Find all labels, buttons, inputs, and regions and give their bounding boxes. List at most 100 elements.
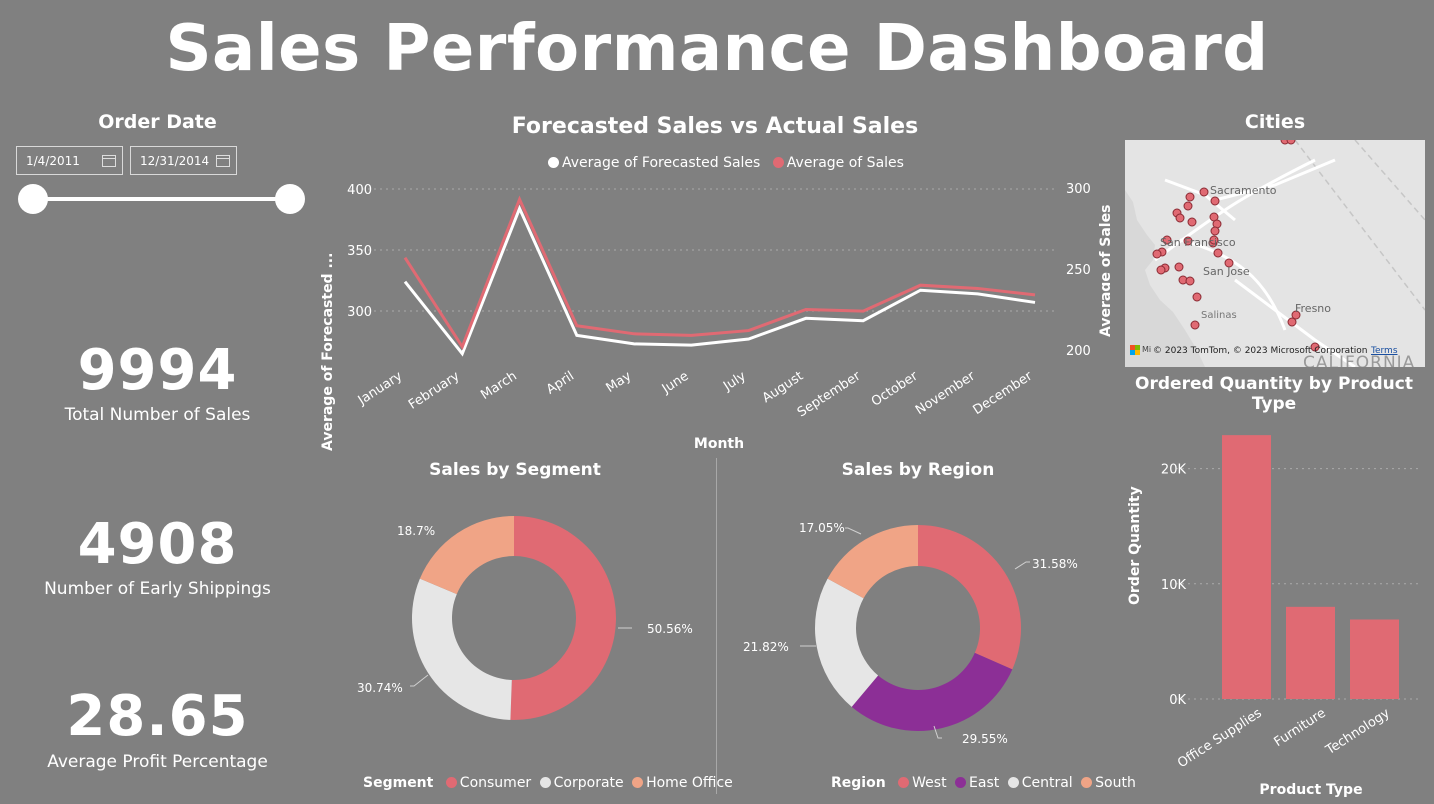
line-x-tick: November [913, 368, 978, 418]
segment-leader-line [410, 674, 429, 687]
city-point[interactable] [1213, 248, 1223, 258]
date-range-end-handle[interactable] [275, 184, 305, 214]
legend-central-label[interactable]: Central [1021, 775, 1073, 791]
microsoft-logo-icon [1130, 345, 1140, 355]
line-y-left-label: Average of Forecasted ... [320, 253, 336, 451]
city-point[interactable] [1310, 342, 1320, 352]
city-point[interactable] [1199, 187, 1209, 197]
legend-corporate-marker [539, 777, 551, 788]
line-chart-legend: Average of Forecasted Sales Average of S… [548, 155, 904, 171]
map-roads [1154, 158, 1356, 367]
region-donut-chart[interactable]: 31.58% 29.55% 21.82% 17.05% [730, 490, 1110, 760]
bar-office-supplies[interactable] [1222, 435, 1271, 699]
city-point[interactable] [1190, 320, 1200, 330]
region-label-west: 31.58% [1032, 557, 1078, 571]
legend-forecast-label: Average of Forecasted Sales [562, 155, 761, 171]
line-x-label: Month [694, 436, 744, 452]
calendar-icon[interactable] [216, 154, 230, 167]
legend-central-marker [1007, 777, 1019, 788]
legend-forecast-marker [548, 157, 559, 168]
legend-east-marker [955, 777, 967, 788]
bar-chart-title: Ordered Quantity by Product Type [1135, 374, 1413, 414]
city-point[interactable] [1187, 217, 1197, 227]
date-range-start-handle[interactable] [18, 184, 48, 214]
line-x-tick: June [659, 369, 692, 398]
region-legend: Region West East Central South [831, 775, 1136, 791]
city-point[interactable] [1174, 262, 1184, 272]
city-point[interactable] [1152, 249, 1162, 259]
bar-furniture[interactable] [1286, 606, 1335, 699]
city-point[interactable] [1210, 196, 1220, 206]
city-point[interactable] [1291, 310, 1301, 320]
kpi-total-sales-label: Total Number of Sales [64, 405, 251, 425]
cities-map[interactable]: Sacramento San Francisco San Jose Salina… [1125, 140, 1425, 367]
city-point[interactable] [1185, 192, 1195, 202]
city-point[interactable] [1175, 213, 1185, 223]
line-y-left-tick: 400 [347, 183, 372, 198]
city-point[interactable] [1224, 258, 1234, 268]
line-x-tick: April [544, 369, 577, 398]
coastline-shape [1125, 190, 1205, 367]
map-canvas[interactable]: Sacramento San Francisco San Jose Salina… [1125, 140, 1425, 367]
segment-slice-home-office[interactable] [419, 516, 514, 595]
city-point[interactable] [1156, 265, 1166, 275]
line-y-right-tick: 200 [1066, 344, 1091, 359]
city-point[interactable] [1287, 317, 1297, 327]
region-slice-west[interactable] [918, 525, 1021, 670]
line-y-right-tick: 300 [1066, 182, 1091, 197]
legend-corporate-label[interactable]: Corporate [553, 775, 624, 791]
region-label-central: 21.82% [743, 640, 789, 654]
map-label-san-jose: San Jose [1203, 265, 1250, 278]
line-y-left-tick: 300 [347, 305, 372, 320]
start-date-input[interactable]: 1/4/2011 [16, 146, 123, 175]
kpi-early-shippings-value: 4908 [77, 512, 238, 577]
city-point[interactable] [1192, 292, 1202, 302]
bar-technology[interactable] [1350, 619, 1399, 700]
legend-sales-marker [772, 157, 784, 168]
date-range-slider-track[interactable] [32, 197, 290, 201]
region-slice-south[interactable] [827, 525, 918, 599]
line-x-tick: January [355, 369, 406, 409]
legend-home-office-label[interactable]: Home Office [646, 775, 733, 791]
segment-chart-title: Sales by Segment [429, 460, 601, 480]
segment-donut-chart[interactable]: 50.56% 30.74% 18.7% [340, 490, 710, 760]
region-label-east: 29.55% [962, 732, 1008, 746]
kpi-early-shippings-label: Number of Early Shippings [44, 579, 271, 599]
bar-y-tick: 0K [1169, 693, 1186, 708]
city-point[interactable] [1183, 236, 1193, 246]
city-point[interactable] [1209, 235, 1219, 245]
forecast-series-line[interactable] [403, 204, 1036, 357]
bar-y-label: Order Quantity [1127, 486, 1143, 605]
legend-west-label[interactable]: West [912, 775, 947, 791]
line-x-tick: July [720, 369, 749, 395]
segment-slice-consumer[interactable] [510, 516, 616, 720]
map-terms-link[interactable]: Terms [1371, 346, 1398, 356]
segment-slice-corporate[interactable] [412, 578, 512, 720]
city-point[interactable] [1162, 235, 1172, 245]
start-date-value: 1/4/2011 [26, 153, 80, 168]
legend-consumer-label[interactable]: Consumer [459, 775, 532, 791]
region-leader-line [845, 527, 862, 535]
end-date-value: 12/31/2014 [140, 153, 210, 168]
legend-home-office-marker [632, 777, 644, 788]
donut-divider [716, 458, 717, 794]
legend-east-label[interactable]: East [969, 775, 1000, 791]
line-chart[interactable]: 300 350 400 200 250 300 January February March… [310, 175, 1110, 465]
city-point[interactable] [1185, 276, 1195, 286]
sales-series-line[interactable] [403, 195, 1036, 351]
map-label-salinas: Salinas [1201, 310, 1237, 321]
region-slice-central[interactable] [815, 578, 879, 707]
legend-south-label[interactable]: South [1095, 775, 1136, 791]
segment-label-consumer: 50.56% [647, 622, 693, 636]
city-point[interactable] [1210, 226, 1220, 236]
legend-south-marker [1081, 777, 1093, 788]
city-point[interactable] [1183, 201, 1193, 211]
calendar-icon[interactable] [102, 154, 116, 167]
end-date-input[interactable]: 12/31/2014 [130, 146, 237, 175]
line-x-tick: March [478, 369, 519, 403]
legend-consumer-marker [445, 777, 457, 788]
region-slice-east[interactable] [851, 652, 1013, 731]
bar-chart[interactable]: 0K 10K 20K Office Supplies FurnitureTechnol… [1118, 400, 1430, 800]
bar-x-tick: Office Supplies [1175, 706, 1265, 772]
city-point[interactable] [1286, 140, 1296, 145]
